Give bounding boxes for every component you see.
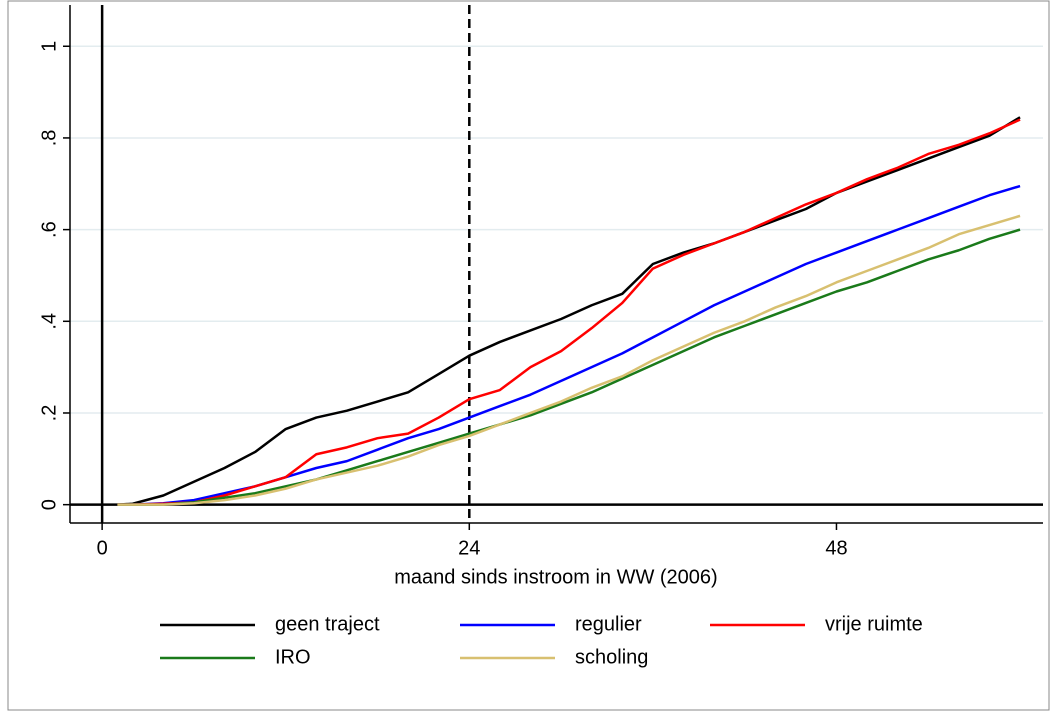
frame xyxy=(7,0,1050,711)
y-tick-label: 1 xyxy=(38,41,60,52)
legend-label: IRO xyxy=(275,646,311,668)
legend-label: scholing xyxy=(575,646,648,668)
legend-label: regulier xyxy=(575,613,642,635)
x-tick-label: 48 xyxy=(825,537,847,559)
x-tick-label: 0 xyxy=(97,537,108,559)
series-line xyxy=(117,118,1021,506)
series-line xyxy=(117,116,1021,506)
y-tick-label: .2 xyxy=(38,405,60,422)
y-tick-label: .4 xyxy=(38,313,60,330)
x-axis-title: maand sinds instroom in WW (2006) xyxy=(394,566,717,588)
y-tick-label: .8 xyxy=(38,130,60,147)
y-tick-label: .6 xyxy=(38,221,60,238)
y-tick-label: 0 xyxy=(38,499,60,510)
series-line xyxy=(117,214,1021,506)
legend-label: vrije ruimte xyxy=(825,613,923,635)
legend-label: geen traject xyxy=(275,613,380,635)
series-line xyxy=(117,228,1021,506)
x-tick-label: 24 xyxy=(458,537,480,559)
